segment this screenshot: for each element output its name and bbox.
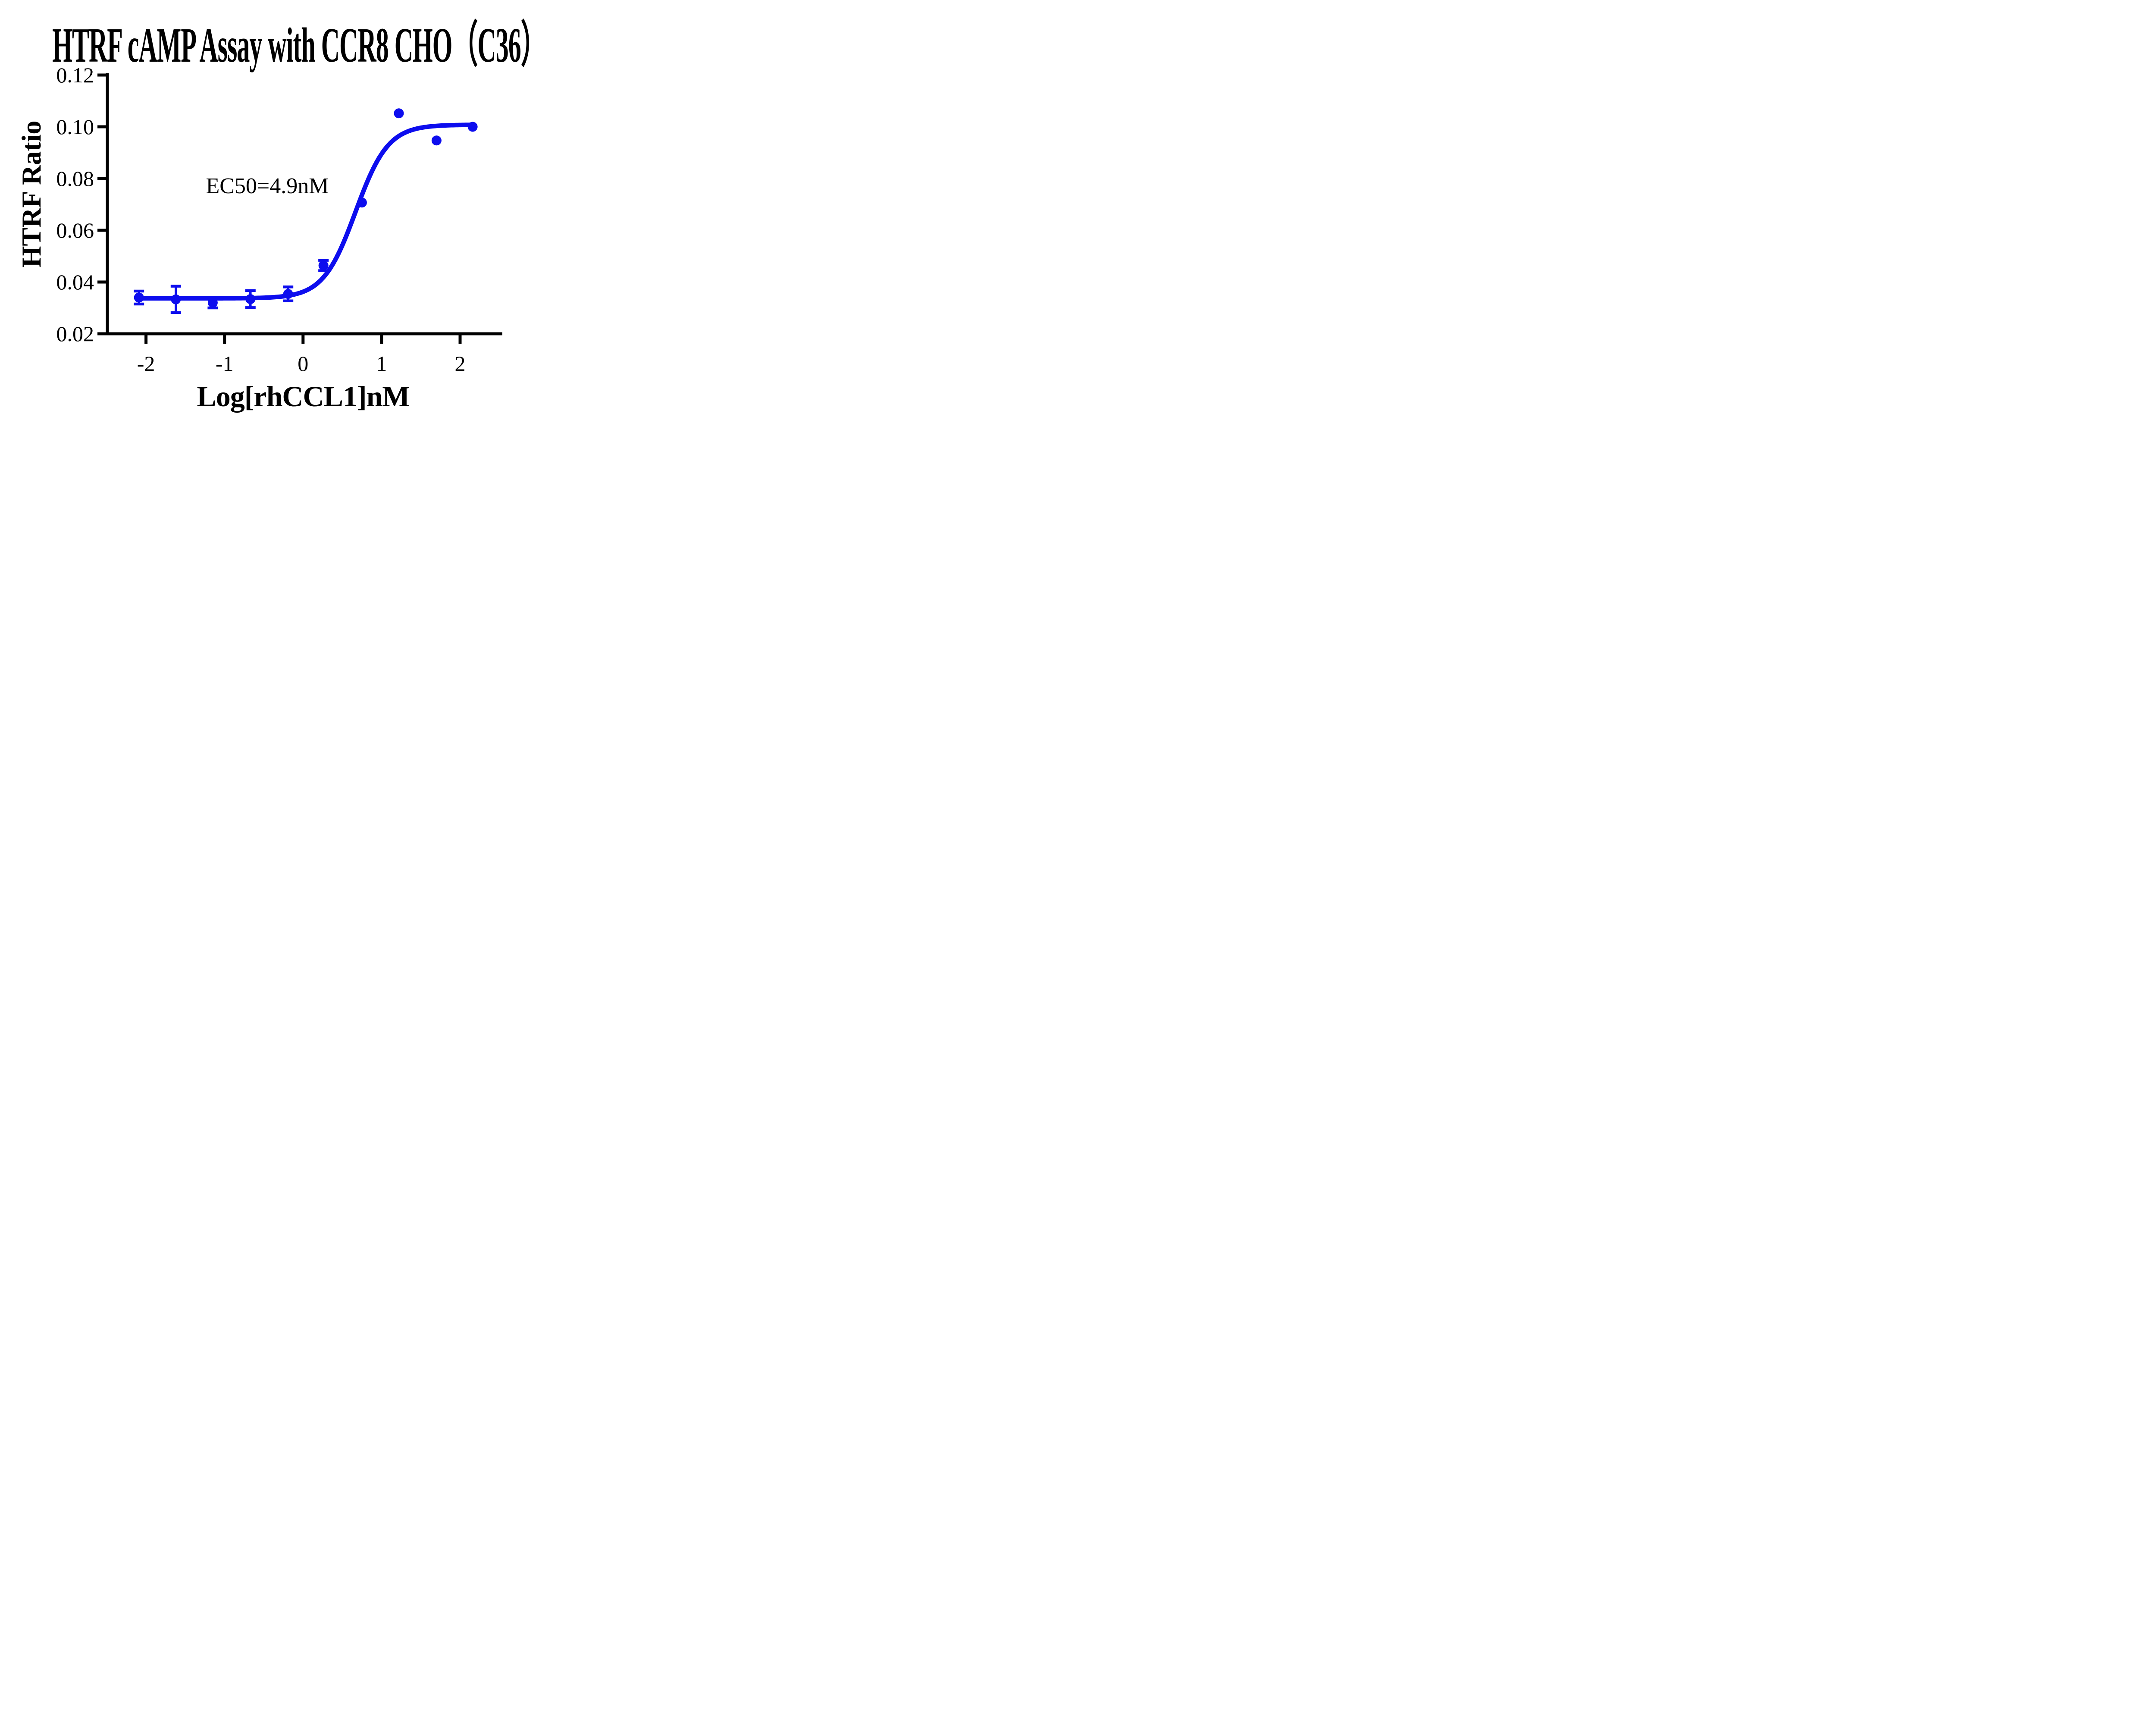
- data-point: [171, 294, 181, 304]
- y-tick-label: 0.06: [56, 218, 94, 242]
- ec50-annotation: EC50=4.9nM: [206, 174, 329, 198]
- data-point: [207, 298, 218, 308]
- fit-curve: [136, 122, 475, 301]
- data-point: [245, 294, 256, 304]
- data-point: [318, 260, 329, 271]
- y-tick-label: 0.10: [56, 115, 94, 139]
- page-title: HTRF cAMP Assay with CCR8 CHO（C36）: [52, 18, 546, 72]
- data-point: [394, 108, 404, 119]
- y-axis-title: HTRF Ratio: [16, 120, 47, 268]
- plot-area: [97, 73, 502, 344]
- data-point: [467, 122, 478, 132]
- y-tick-label: 0.04: [56, 270, 94, 294]
- data-point: [431, 135, 442, 146]
- figure-canvas: HTRF cAMP Assay with CCR8 CHO（C36） HTRF …: [0, 0, 560, 428]
- data-point: [357, 198, 367, 208]
- x-tick-label: 1: [376, 351, 387, 376]
- x-tick-label: 2: [454, 351, 466, 376]
- x-tick-label: -2: [137, 351, 155, 376]
- x-tick-label: 0: [298, 351, 309, 376]
- data-point: [134, 292, 144, 303]
- y-tick-label: 0.08: [56, 166, 94, 191]
- y-tick-label: 0.12: [56, 63, 94, 87]
- data-point: [283, 289, 293, 299]
- y-tick-label: 0.02: [56, 322, 94, 346]
- x-tick-label: -1: [215, 351, 234, 376]
- x-axis-title: Log[rhCCL1]nM: [197, 380, 410, 413]
